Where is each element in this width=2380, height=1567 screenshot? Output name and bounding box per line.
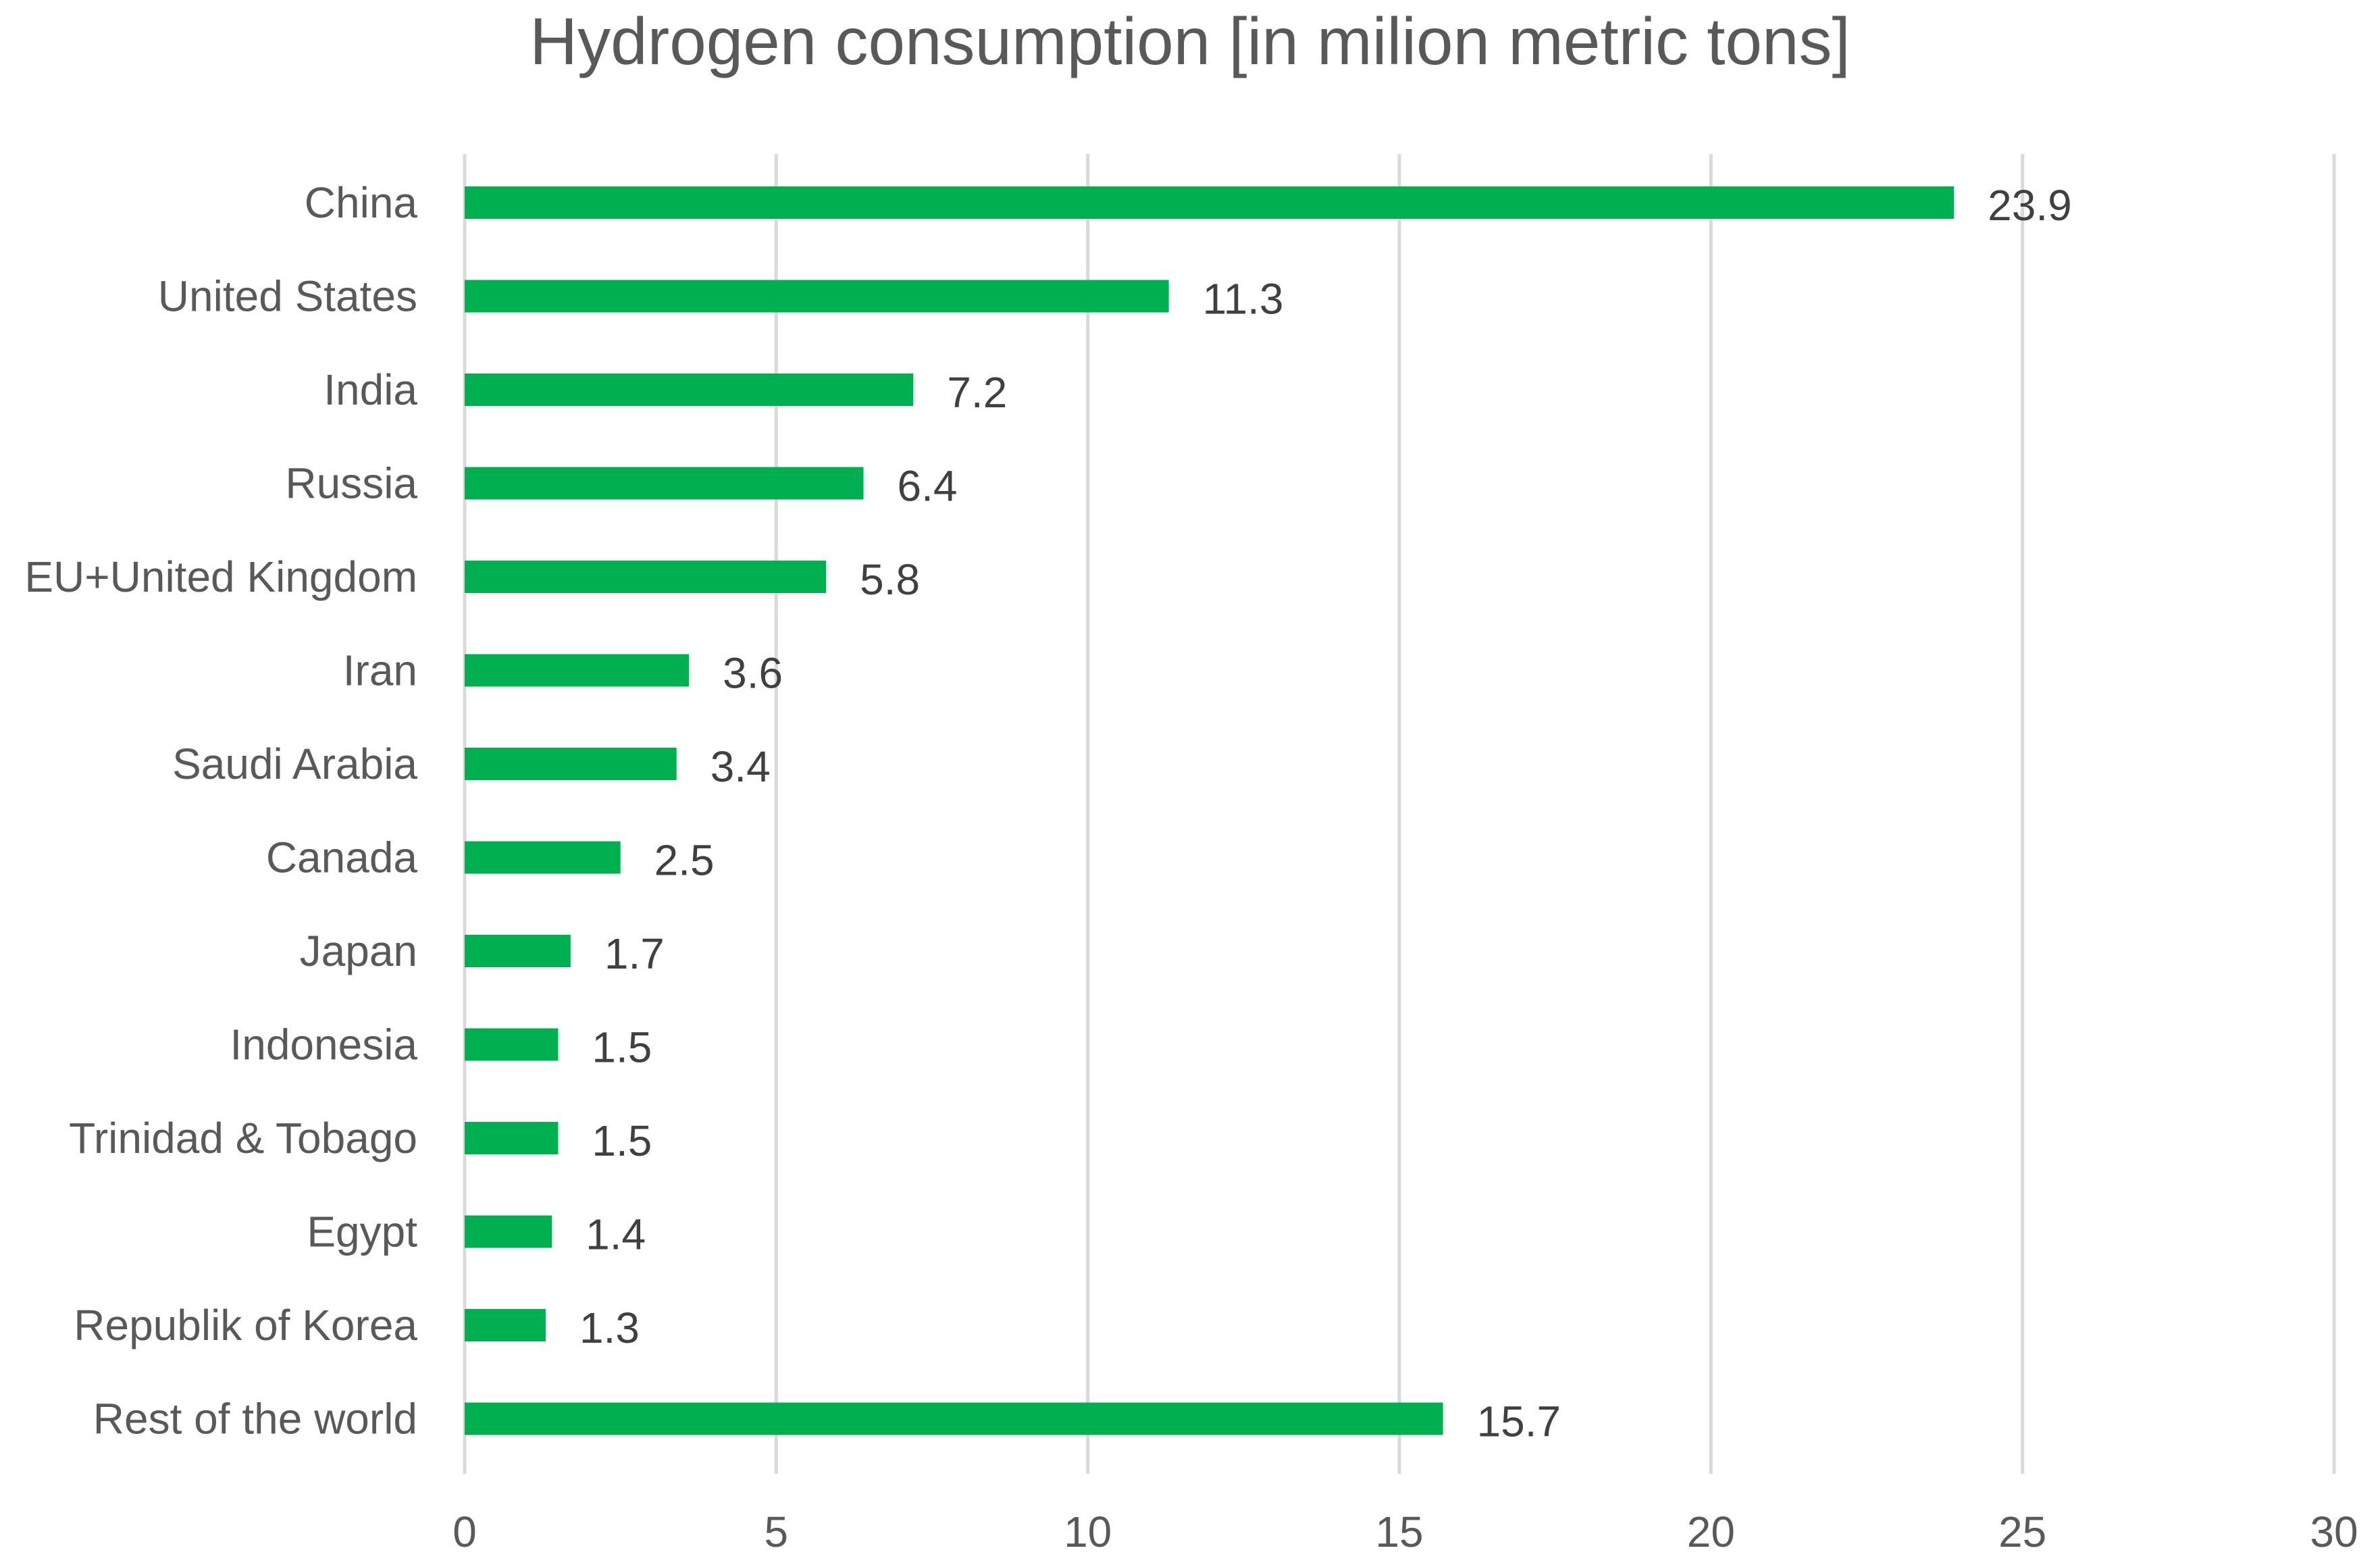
category-label: Iran xyxy=(343,646,417,695)
bar xyxy=(465,280,1169,313)
x-tick-label: 15 xyxy=(1375,1508,1423,1556)
data-label: 5.8 xyxy=(860,555,920,604)
data-label: 6.4 xyxy=(898,462,958,511)
data-label: 11.3 xyxy=(1203,275,1284,324)
bar xyxy=(465,1122,559,1154)
bars xyxy=(465,186,1955,1435)
category-label: Trinidad & Tobago xyxy=(69,1114,417,1162)
chart-title: Hydrogen consumption [in milion metric t… xyxy=(529,4,1850,78)
bar xyxy=(465,1028,559,1061)
gridlines xyxy=(463,154,2336,1474)
data-label: 1.5 xyxy=(592,1023,652,1072)
data-label: 23.9 xyxy=(1988,181,2072,230)
bar xyxy=(465,1215,552,1248)
category-label: Republik of Korea xyxy=(74,1301,417,1350)
bar xyxy=(465,1309,546,1341)
bar xyxy=(465,561,827,593)
category-label: China xyxy=(305,178,418,227)
category-label: Egypt xyxy=(307,1208,417,1256)
labels: 0 5 10 15 20 25 30 China 23.9 United States 11.3 In… xyxy=(24,178,2358,1556)
category-label: EU+United Kingdom xyxy=(24,553,417,601)
category-label: India xyxy=(324,365,417,414)
data-label: 3.4 xyxy=(710,742,771,791)
data-label: 2.5 xyxy=(654,836,715,885)
bar xyxy=(465,1402,1443,1435)
bar xyxy=(465,374,914,406)
bar xyxy=(465,186,1955,219)
data-label: 7.2 xyxy=(947,368,1007,417)
x-tick-label: 10 xyxy=(1064,1508,1112,1556)
bar xyxy=(465,748,677,780)
x-tick-label: 30 xyxy=(2310,1508,2358,1556)
x-tick-label: 20 xyxy=(1687,1508,1735,1556)
category-label: Canada xyxy=(266,833,418,882)
category-label: Rest of the world xyxy=(93,1395,417,1443)
x-tick-label: 5 xyxy=(765,1508,789,1556)
category-label: Japan xyxy=(300,927,417,975)
category-label: Russia xyxy=(285,459,417,508)
data-label: 1.7 xyxy=(604,929,665,978)
data-label: 1.5 xyxy=(592,1116,652,1165)
bar xyxy=(465,935,571,967)
bar xyxy=(465,841,621,874)
x-tick-label: 25 xyxy=(1998,1508,2046,1556)
category-label: Indonesia xyxy=(230,1021,417,1069)
data-label: 15.7 xyxy=(1477,1397,1561,1446)
bar xyxy=(465,467,864,500)
data-label: 1.3 xyxy=(579,1304,640,1352)
data-label: 1.4 xyxy=(586,1210,646,1259)
x-tick-label: 0 xyxy=(452,1508,477,1556)
data-label: 3.6 xyxy=(723,649,783,698)
category-label: United States xyxy=(158,272,417,321)
category-label: Saudi Arabia xyxy=(172,740,417,788)
bar xyxy=(465,654,690,687)
